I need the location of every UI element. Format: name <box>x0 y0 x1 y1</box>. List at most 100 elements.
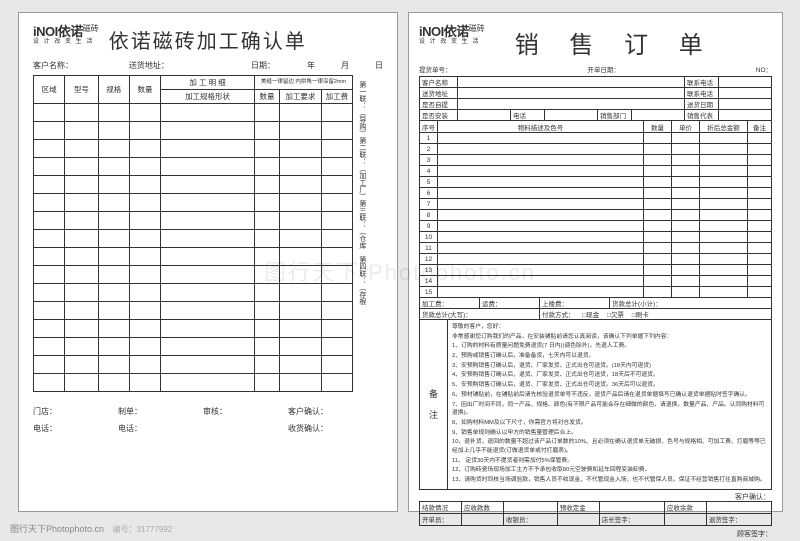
table-cell[interactable] <box>279 104 321 122</box>
table-cell[interactable] <box>34 176 65 194</box>
cashier-val[interactable] <box>557 513 599 525</box>
item-cell[interactable] <box>672 177 700 188</box>
table-cell[interactable] <box>34 320 65 338</box>
item-cell[interactable] <box>438 232 644 243</box>
table-cell[interactable] <box>129 338 160 356</box>
table-cell[interactable] <box>65 122 98 140</box>
deposit-val[interactable] <box>599 501 664 513</box>
item-cell[interactable] <box>748 199 772 210</box>
table-cell[interactable] <box>129 374 160 392</box>
phone-val[interactable] <box>719 77 772 88</box>
table-cell[interactable] <box>254 302 279 320</box>
table-cell[interactable] <box>279 302 321 320</box>
table-cell[interactable] <box>98 248 129 266</box>
item-cell[interactable] <box>644 265 672 276</box>
table-cell[interactable] <box>254 230 279 248</box>
table-cell[interactable] <box>279 266 321 284</box>
item-cell[interactable] <box>438 144 644 155</box>
table-cell[interactable] <box>254 158 279 176</box>
table-cell[interactable] <box>279 212 321 230</box>
item-cell[interactable] <box>672 232 700 243</box>
table-cell[interactable] <box>65 284 98 302</box>
table-cell[interactable] <box>254 104 279 122</box>
table-cell[interactable] <box>98 212 129 230</box>
table-cell[interactable] <box>161 302 255 320</box>
item-cell[interactable] <box>748 232 772 243</box>
table-cell[interactable] <box>254 320 279 338</box>
table-cell[interactable] <box>98 104 129 122</box>
table-cell[interactable] <box>279 374 321 392</box>
item-cell[interactable] <box>644 188 672 199</box>
item-cell[interactable] <box>748 287 772 298</box>
item-cell[interactable] <box>438 210 644 221</box>
table-cell[interactable] <box>254 248 279 266</box>
table-cell[interactable] <box>129 104 160 122</box>
table-cell[interactable] <box>254 194 279 212</box>
item-cell[interactable] <box>700 199 748 210</box>
table-cell[interactable] <box>321 374 352 392</box>
table-cell[interactable] <box>34 230 65 248</box>
table-cell[interactable] <box>129 176 160 194</box>
table-cell[interactable] <box>321 320 352 338</box>
item-cell[interactable] <box>438 243 644 254</box>
item-cell[interactable] <box>700 265 748 276</box>
table-cell[interactable] <box>34 158 65 176</box>
table-cell[interactable] <box>98 140 129 158</box>
phone2-val[interactable] <box>719 88 772 99</box>
table-cell[interactable] <box>161 230 255 248</box>
table-cell[interactable] <box>34 104 65 122</box>
item-cell[interactable] <box>438 177 644 188</box>
item-cell[interactable] <box>700 155 748 166</box>
table-cell[interactable] <box>65 194 98 212</box>
item-cell[interactable] <box>748 133 772 144</box>
table-cell[interactable] <box>129 122 160 140</box>
item-cell[interactable] <box>700 177 748 188</box>
install-val[interactable] <box>458 110 511 121</box>
item-cell[interactable] <box>672 265 700 276</box>
table-cell[interactable] <box>34 248 65 266</box>
item-cell[interactable] <box>438 221 644 232</box>
table-cell[interactable] <box>161 356 255 374</box>
item-cell[interactable] <box>438 287 644 298</box>
balance-val[interactable] <box>706 501 771 513</box>
rep-val[interactable] <box>719 110 772 121</box>
table-cell[interactable] <box>98 122 129 140</box>
item-cell[interactable] <box>438 166 644 177</box>
table-cell[interactable] <box>65 302 98 320</box>
item-cell[interactable] <box>748 221 772 232</box>
item-cell[interactable] <box>672 199 700 210</box>
table-cell[interactable] <box>279 320 321 338</box>
table-cell[interactable] <box>129 284 160 302</box>
item-cell[interactable] <box>748 177 772 188</box>
table-cell[interactable] <box>65 338 98 356</box>
table-cell[interactable] <box>254 266 279 284</box>
table-cell[interactable] <box>161 194 255 212</box>
table-cell[interactable] <box>129 158 160 176</box>
table-cell[interactable] <box>65 266 98 284</box>
item-cell[interactable] <box>438 199 644 210</box>
table-cell[interactable] <box>279 356 321 374</box>
table-cell[interactable] <box>161 266 255 284</box>
table-cell[interactable] <box>321 158 352 176</box>
table-cell[interactable] <box>254 338 279 356</box>
table-cell[interactable] <box>98 230 129 248</box>
item-cell[interactable] <box>644 155 672 166</box>
table-cell[interactable] <box>65 176 98 194</box>
table-cell[interactable] <box>279 122 321 140</box>
table-cell[interactable] <box>161 140 255 158</box>
table-cell[interactable] <box>321 122 352 140</box>
item-cell[interactable] <box>672 133 700 144</box>
table-cell[interactable] <box>279 248 321 266</box>
table-cell[interactable] <box>161 212 255 230</box>
table-cell[interactable] <box>321 302 352 320</box>
tel-val[interactable] <box>545 110 598 121</box>
item-cell[interactable] <box>644 199 672 210</box>
table-cell[interactable] <box>321 338 352 356</box>
item-cell[interactable] <box>644 221 672 232</box>
item-cell[interactable] <box>672 221 700 232</box>
item-cell[interactable] <box>438 276 644 287</box>
table-cell[interactable] <box>98 266 129 284</box>
table-cell[interactable] <box>321 140 352 158</box>
table-cell[interactable] <box>321 266 352 284</box>
table-cell[interactable] <box>321 194 352 212</box>
